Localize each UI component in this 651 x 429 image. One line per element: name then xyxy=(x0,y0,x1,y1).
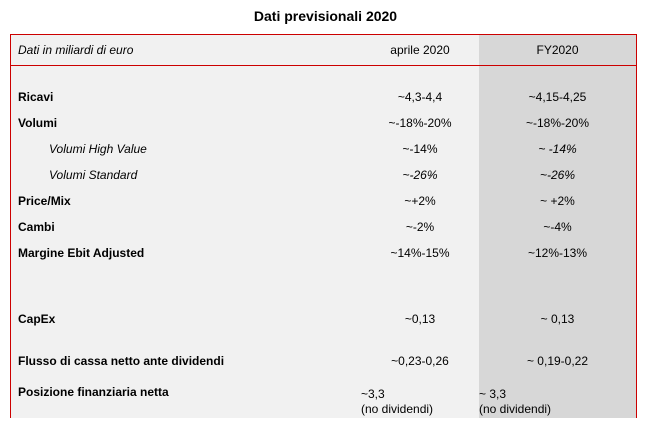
value-note: (no dividendi) xyxy=(479,401,552,416)
value-text: ~14%-15% xyxy=(390,245,450,260)
spacer-cell xyxy=(11,266,361,306)
table-row: Volumi ~-18%-20% ~-18%-20% xyxy=(11,110,636,136)
value-aprile-2020: ~-26% xyxy=(361,162,479,188)
value-text: ~-18%-20% xyxy=(388,115,452,130)
value-aprile-2020: ~4,3-4,4 xyxy=(361,84,479,110)
spacer-cell xyxy=(479,374,636,380)
value-aprile-2020: ~3,3 (no dividendi) xyxy=(361,380,479,418)
row-label: CapEx xyxy=(11,306,361,332)
value-aprile-2020: ~+2% xyxy=(361,188,479,214)
row-label: Margine Ebit Adjusted xyxy=(11,240,361,266)
row-label: Volumi xyxy=(11,110,361,136)
value-fy2020: ~ -14% xyxy=(479,136,636,162)
value-text: ~ -14% xyxy=(538,141,577,156)
value-fy2020: ~-4% xyxy=(479,214,636,240)
spacer-cell xyxy=(361,266,479,306)
value-fy2020: ~-18%-20% xyxy=(479,110,636,136)
table-row: Price/Mix ~+2% ~ +2% xyxy=(11,188,636,214)
row-label: Volumi High Value xyxy=(11,136,361,162)
table-row: Cambi ~-2% ~-4% xyxy=(11,214,636,240)
forecast-table: Dati in miliardi di euro aprile 2020 FY2… xyxy=(10,34,637,418)
value-text: ~+2% xyxy=(404,193,436,208)
table-row: Flusso di cassa netto ante dividendi ~0,2… xyxy=(11,348,636,374)
spacer-row xyxy=(11,374,636,380)
value-note: (no dividendi) xyxy=(361,401,434,416)
value-text: ~-2% xyxy=(405,219,435,234)
value-aprile-2020: ~-2% xyxy=(361,214,479,240)
row-label: Flusso di cassa netto ante dividendi xyxy=(11,348,361,374)
value-text: ~-14% xyxy=(402,141,438,156)
value-fy2020: ~-26% xyxy=(479,162,636,188)
spacer-cell xyxy=(479,66,636,84)
spacer-row xyxy=(11,66,636,84)
row-label: Volumi Standard xyxy=(11,162,361,188)
table-row: Margine Ebit Adjusted ~14%-15% ~12%-13% xyxy=(11,240,636,266)
table-row: Posizione finanziaria netta ~3,3 (no divid… xyxy=(11,380,636,418)
value-fy2020: ~ +2% xyxy=(479,188,636,214)
value-text: ~-18%-20% xyxy=(525,115,590,130)
spacer-cell xyxy=(11,332,361,348)
value-text: ~4,15-4,25 xyxy=(528,89,587,104)
value-fy2020: ~ 0,13 xyxy=(479,306,636,332)
spacer-cell xyxy=(361,332,479,348)
value-fy2020: ~ 0,19-0,22 xyxy=(479,348,636,374)
row-label: Cambi xyxy=(11,214,361,240)
value-text: ~0,23-0,26 xyxy=(391,353,449,368)
column-header-fy2020: FY2020 xyxy=(479,35,636,65)
value-text: ~3,3 xyxy=(361,386,385,401)
value-fy2020: ~12%-13% xyxy=(479,240,636,266)
table-body: Ricavi ~4,3-4,4 ~4,15-4,25 Volumi ~-18%-20% ~… xyxy=(11,66,636,418)
page-title: Dati previsionali 2020 xyxy=(253,8,398,24)
table-header-row: Dati in miliardi di euro aprile 2020 FY2… xyxy=(11,35,636,66)
value-text: ~-26% xyxy=(402,167,438,182)
value-aprile-2020: ~-18%-20% xyxy=(361,110,479,136)
table-row: Volumi High Value ~-14% ~ -14% xyxy=(11,136,636,162)
column-header-unit: Dati in miliardi di euro xyxy=(11,35,361,65)
row-label: Ricavi xyxy=(11,84,361,110)
row-label: Posizione finanziaria netta xyxy=(11,380,361,418)
row-label: Price/Mix xyxy=(11,188,361,214)
value-text: ~-26% xyxy=(539,167,576,182)
value-aprile-2020: ~0,23-0,26 xyxy=(361,348,479,374)
value-text: ~4,3-4,4 xyxy=(397,89,443,104)
value-aprile-2020: ~-14% xyxy=(361,136,479,162)
value-text: ~ +2% xyxy=(540,193,575,208)
value-fy2020: ~4,15-4,25 xyxy=(479,84,636,110)
value-text: ~ 3,3 xyxy=(479,386,507,401)
value-aprile-2020: ~14%-15% xyxy=(361,240,479,266)
spacer-cell xyxy=(11,374,361,380)
spacer-cell xyxy=(479,266,636,306)
value-text: ~-4% xyxy=(543,219,572,234)
value-text: ~ 0,13 xyxy=(540,311,575,326)
spacer-row xyxy=(11,332,636,348)
table-row: Ricavi ~4,3-4,4 ~4,15-4,25 xyxy=(11,84,636,110)
value-aprile-2020: ~0,13 xyxy=(361,306,479,332)
value-text: ~0,13 xyxy=(404,311,436,326)
value-text: ~12%-13% xyxy=(527,245,588,260)
value-fy2020: ~ 3,3 (no dividendi) xyxy=(479,380,636,418)
table-row: CapEx ~0,13 ~ 0,13 xyxy=(11,306,636,332)
spacer-cell xyxy=(11,66,361,84)
spacer-cell xyxy=(361,374,479,380)
spacer-cell xyxy=(479,332,636,348)
spacer-row xyxy=(11,266,636,306)
table-row: Volumi Standard ~-26% ~-26% xyxy=(11,162,636,188)
column-header-aprile-2020: aprile 2020 xyxy=(361,35,479,65)
spacer-cell xyxy=(361,66,479,84)
value-text: ~ 0,19-0,22 xyxy=(526,353,589,368)
